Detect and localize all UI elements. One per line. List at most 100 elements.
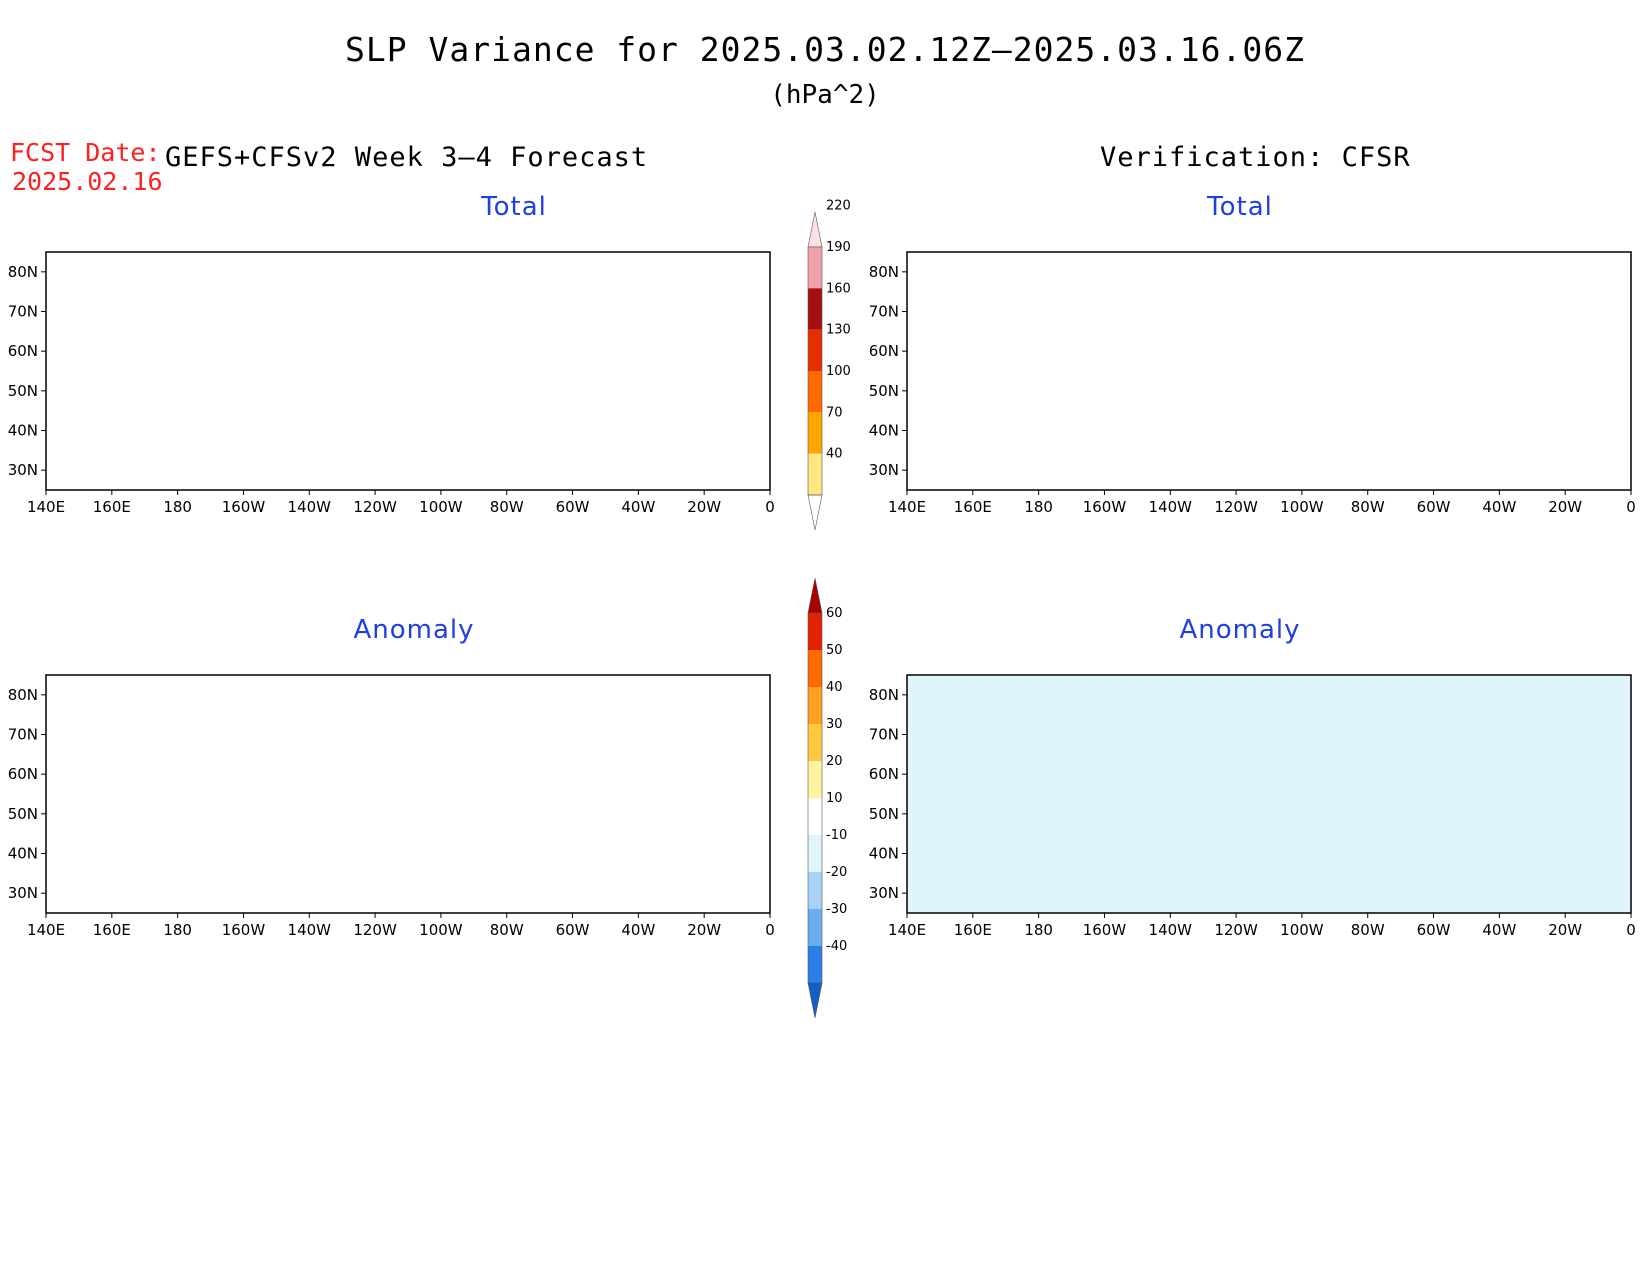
lon-tick-label: 100W bbox=[1280, 921, 1324, 939]
lat-tick-label: 30N bbox=[8, 884, 38, 902]
colorbar-tick-label: 190 bbox=[826, 240, 851, 255]
lat-tick-label: 70N bbox=[869, 726, 899, 744]
colorbar-tick-label: 100 bbox=[826, 364, 851, 379]
colorbar-tick-label: -10 bbox=[826, 828, 847, 843]
lat-tick-label: 60N bbox=[869, 342, 899, 360]
lon-tick-label: 160E bbox=[93, 921, 131, 939]
lon-tick-label: 120W bbox=[1214, 498, 1258, 516]
lon-tick-label: 60W bbox=[1417, 921, 1451, 939]
colorbar-swatch bbox=[808, 724, 822, 761]
lat-tick-label: 50N bbox=[869, 382, 899, 400]
lon-tick-label: 0 bbox=[765, 921, 775, 939]
lon-tick-label: 100W bbox=[419, 498, 463, 516]
colorbar-swatch bbox=[808, 247, 822, 289]
lat-tick-label: 30N bbox=[869, 884, 899, 902]
colorbar-tick-label: 60 bbox=[826, 606, 843, 621]
colorbar-swatch bbox=[808, 371, 822, 413]
lon-tick-label: 140W bbox=[1149, 498, 1193, 516]
lon-tick-label: 120W bbox=[353, 498, 397, 516]
colorbar-tick-label: 40 bbox=[826, 680, 843, 695]
lon-tick-label: 180 bbox=[163, 921, 192, 939]
lon-tick-label: 40W bbox=[621, 921, 655, 939]
lon-tick-label: 180 bbox=[163, 498, 192, 516]
colorbar-bottom-arrow bbox=[807, 982, 823, 1019]
colorbar-swatch bbox=[808, 329, 822, 371]
panel-title-top-left: Total bbox=[481, 192, 547, 222]
lat-tick-label: 70N bbox=[8, 303, 38, 321]
lat-tick-label: 70N bbox=[8, 726, 38, 744]
lon-tick-label: 140W bbox=[1149, 921, 1193, 939]
panel-title-bottom-right: Anomaly bbox=[1179, 615, 1301, 645]
lon-tick-label: 0 bbox=[765, 498, 775, 516]
map-top-right bbox=[906, 251, 1632, 491]
lon-tick-label: 180 bbox=[1024, 921, 1053, 939]
lat-tick-label: 60N bbox=[8, 765, 38, 783]
forecast-header: GEFS+CFSv2 Week 3–4 Forecast bbox=[165, 142, 649, 173]
lon-tick-label: 20W bbox=[1548, 498, 1582, 516]
lat-tick-label: 80N bbox=[8, 263, 38, 281]
lon-tick-label: 60W bbox=[556, 921, 590, 939]
colorbar-swatch bbox=[808, 798, 822, 835]
colorbar-tick-label: -20 bbox=[826, 865, 847, 880]
colorbar-swatch bbox=[808, 872, 822, 909]
lon-tick-label: 80W bbox=[490, 498, 524, 516]
lat-tick-label: 40N bbox=[869, 422, 899, 440]
lon-tick-label: 40W bbox=[1482, 498, 1516, 516]
lon-tick-label: 140E bbox=[888, 498, 926, 516]
panel-title-top-right: Total bbox=[1207, 192, 1273, 222]
colorbar-swatch bbox=[808, 761, 822, 798]
lat-tick-label: 80N bbox=[869, 686, 899, 704]
lon-tick-label: 160W bbox=[222, 498, 266, 516]
lon-tick-label: 140W bbox=[288, 921, 332, 939]
lon-tick-label: 160W bbox=[222, 921, 266, 939]
colorbar-swatch bbox=[808, 946, 822, 983]
colorbar-swatch bbox=[808, 412, 822, 454]
lon-tick-label: 140E bbox=[27, 921, 65, 939]
lat-tick-label: 40N bbox=[8, 422, 38, 440]
lat-tick-label: 80N bbox=[8, 686, 38, 704]
lat-tick-label: 50N bbox=[8, 382, 38, 400]
lat-tick-label: 60N bbox=[8, 342, 38, 360]
lon-tick-label: 40W bbox=[621, 498, 655, 516]
colorbar-tick-label: 160 bbox=[826, 281, 851, 296]
lat-tick-label: 30N bbox=[869, 461, 899, 479]
main-title: SLP Variance for 2025.03.02.12Z–2025.03.… bbox=[345, 30, 1305, 69]
fcst-date-label: FCST Date: bbox=[10, 138, 161, 167]
panel-title-bottom-left: Anomaly bbox=[353, 615, 475, 645]
lon-tick-label: 60W bbox=[556, 498, 590, 516]
lon-tick-label: 20W bbox=[687, 921, 721, 939]
axis-labels: 140E 160E 180 160W 140W 120W 100W 80W 60W 40W 20W 0… bbox=[8, 263, 1636, 939]
colorbar-tick-label: 50 bbox=[826, 643, 843, 658]
colorbar-tick-label: 40 bbox=[826, 447, 843, 462]
colorbar-tick-label: 130 bbox=[826, 323, 851, 338]
lat-tick-label: 30N bbox=[8, 461, 38, 479]
lon-tick-label: 120W bbox=[1214, 921, 1258, 939]
lon-tick-label: 0 bbox=[1626, 498, 1636, 516]
lon-tick-label: 160E bbox=[93, 498, 131, 516]
colorbar-tick-label: 30 bbox=[826, 717, 843, 732]
units-label: (hPa^2) bbox=[770, 80, 880, 110]
lat-tick-label: 60N bbox=[869, 765, 899, 783]
verification-header: Verification: CFSR bbox=[1100, 142, 1411, 173]
colorbar-swatch bbox=[808, 835, 822, 872]
lon-tick-label: 80W bbox=[1351, 921, 1385, 939]
colorbar-tick-label: -40 bbox=[826, 939, 847, 954]
colorbar-tick-label: -30 bbox=[826, 902, 847, 917]
lon-tick-label: 80W bbox=[1351, 498, 1385, 516]
colorbar-tick-label: 10 bbox=[826, 791, 843, 806]
fcst-date-value: 2025.02.16 bbox=[12, 167, 163, 196]
lon-tick-label: 80W bbox=[490, 921, 524, 939]
lon-tick-label: 140E bbox=[888, 921, 926, 939]
colorbar-swatch bbox=[808, 453, 822, 495]
colorbar-top-arrow bbox=[807, 577, 823, 614]
lon-tick-label: 160E bbox=[954, 921, 992, 939]
lat-tick-label: 40N bbox=[8, 845, 38, 863]
lon-tick-label: 120W bbox=[353, 921, 397, 939]
lon-tick-label: 100W bbox=[1280, 498, 1324, 516]
lon-tick-label: 160W bbox=[1083, 921, 1127, 939]
lat-tick-label: 40N bbox=[869, 845, 899, 863]
lon-tick-label: 20W bbox=[687, 498, 721, 516]
colorbar-swatch bbox=[808, 909, 822, 946]
lat-tick-label: 50N bbox=[869, 805, 899, 823]
colorbar-bottom-arrow bbox=[807, 494, 823, 531]
